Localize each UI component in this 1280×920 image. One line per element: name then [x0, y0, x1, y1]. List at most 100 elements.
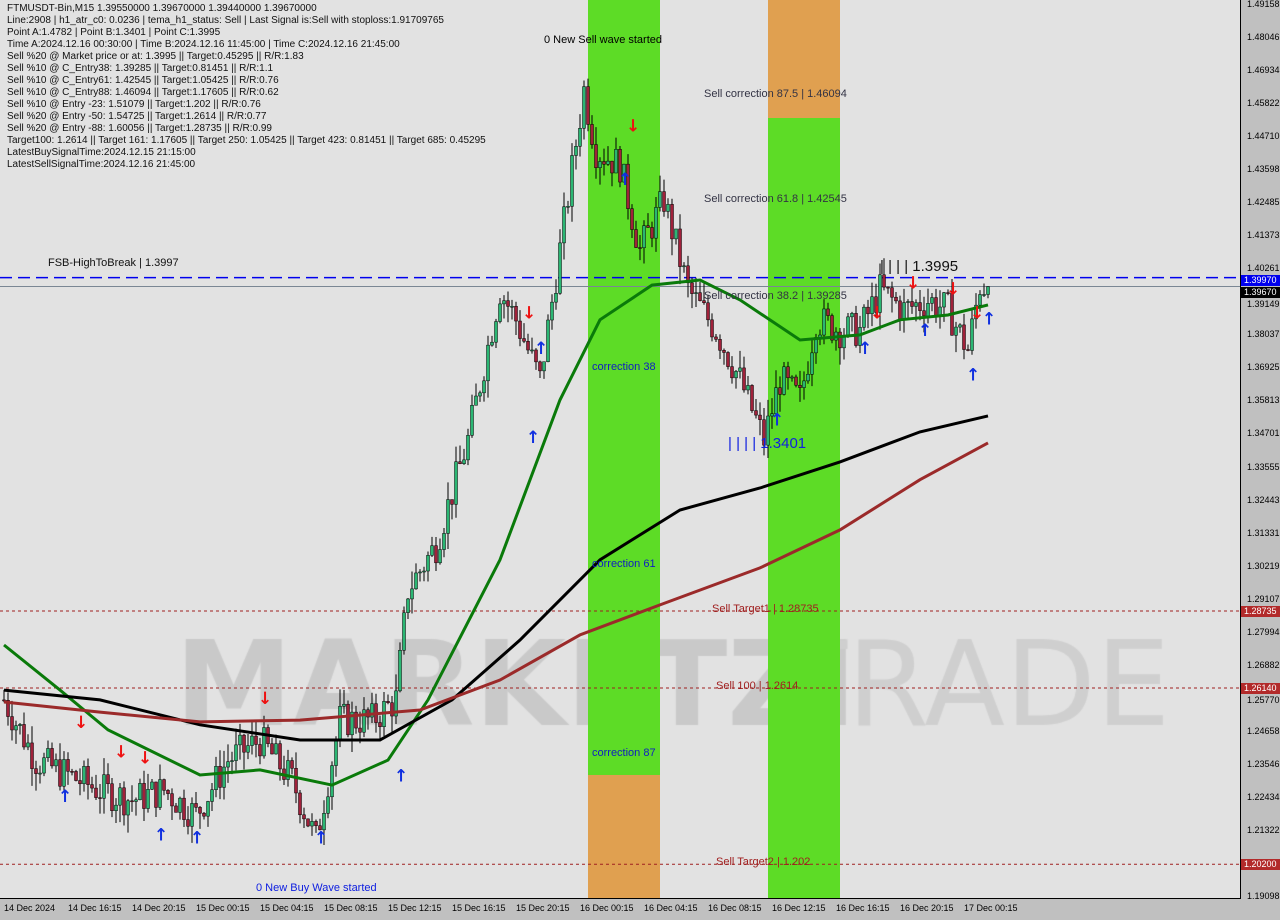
candle-body: [470, 404, 474, 436]
candle-body: [878, 274, 882, 313]
candle-body: [658, 191, 662, 208]
candle-body: [746, 385, 750, 391]
candle-body: [218, 766, 222, 788]
candle-body: [78, 780, 82, 785]
candle-body: [570, 155, 574, 207]
candle-body: [214, 766, 218, 790]
sell-arrow-icon: ↓: [258, 689, 272, 709]
candle-body: [802, 380, 806, 388]
time-tick-label: 16 Dec 00:15: [580, 903, 634, 913]
candle-body: [810, 352, 814, 375]
price-tick-label: 1.36925: [1247, 362, 1280, 372]
info-line: Target100: 1.2614 || Target 161: 1.17605…: [7, 135, 486, 146]
price-tick-label: 1.26882: [1247, 660, 1280, 671]
time-tick-label: 16 Dec 04:15: [644, 903, 698, 913]
time-axis[interactable]: 14 Dec 2024 14 Dec 16:15 14 Dec 20:15 15 De…: [0, 899, 1240, 920]
candle-body: [490, 341, 494, 346]
candle-body: [494, 321, 498, 343]
zone-band: [768, 0, 840, 898]
candle-body: [10, 716, 14, 731]
candle-body: [866, 306, 870, 315]
info-line: Sell %10 @ C_Entry61: 1.42545 || Target:…: [7, 75, 279, 86]
buy-arrow-icon: ↑: [526, 428, 540, 448]
candle-body: [650, 227, 654, 239]
candle-body: [342, 703, 346, 707]
candle-body: [326, 796, 330, 814]
candle-body: [14, 725, 18, 731]
buy-arrow-icon: ↑: [618, 170, 632, 190]
candle-body: [278, 743, 282, 770]
candle-body: [246, 745, 250, 753]
candle-body: [98, 797, 102, 799]
candle-body: [510, 305, 514, 308]
candle-body: [442, 533, 446, 550]
candle-body: [550, 301, 554, 321]
price-tick-label: 1.44710: [1247, 130, 1280, 141]
candle-body: [370, 703, 374, 718]
chart-annotation: Sell 100 | 1.2614: [716, 680, 799, 693]
candle-body: [934, 297, 938, 316]
price-tick-label: 1.19098: [1247, 891, 1280, 901]
candle-body: [146, 789, 150, 809]
candle-body: [290, 760, 294, 769]
candle-body: [194, 803, 198, 808]
candle-body: [422, 570, 426, 573]
chart-plot-area[interactable]: ↑ ↑ ↑ ↑ ↑ ↑ ↑ ↑ ↑ ↑ ↑ ↑ ↑ ↓ ↓ ↓ ↓ ↓ ↓ ↓ ↓ ↓ ↓ FTMUSDT-Bin,M15 …: [0, 0, 1241, 899]
sell-arrow-icon: ↓: [906, 274, 920, 294]
candle-body: [590, 124, 594, 145]
candle-body: [406, 598, 410, 613]
candle-body: [558, 242, 562, 294]
candle-body: [970, 318, 974, 351]
candle-body: [298, 792, 302, 816]
price-tick-label: 1.33555: [1247, 462, 1280, 472]
candle-body: [262, 727, 266, 757]
candle-body: [430, 545, 434, 556]
buy-arrow-icon: ↑: [770, 410, 784, 430]
time-tick-label: 16 Dec 08:15: [708, 903, 762, 913]
candle-body: [414, 572, 418, 590]
candle-body: [26, 742, 30, 748]
time-tick-label: 15 Dec 20:15: [516, 903, 570, 913]
candle-body: [542, 361, 546, 372]
candle-body: [898, 300, 902, 320]
buy-arrow-icon: ↑: [314, 829, 328, 849]
candle-body: [678, 228, 682, 267]
candle-body: [826, 308, 830, 316]
candle-body: [742, 367, 746, 391]
price-tick-label: 1.48046: [1247, 31, 1280, 42]
candle-body: [138, 783, 142, 801]
candle-body: [446, 499, 450, 534]
candle-body: [754, 410, 758, 416]
candle-body: [102, 774, 106, 799]
candle-body: [174, 805, 178, 813]
candle-body: [958, 324, 962, 328]
candle-body: [634, 229, 638, 248]
price-tick-label: 1.43598: [1247, 163, 1280, 174]
candle-body: [538, 361, 542, 372]
price-tick-label: 1.34701: [1247, 427, 1280, 438]
candle-body: [630, 208, 634, 230]
candle-body: [942, 292, 946, 308]
candle-body: [346, 703, 350, 736]
info-line: LatestSellSignalTime:2024.12.16 21:45:00: [7, 159, 196, 170]
candle-body: [806, 374, 810, 382]
candle-body: [662, 191, 666, 212]
info-line: Sell %20 @ Entry -50: 1.54725 || Target:…: [7, 111, 267, 122]
buy-arrow-icon: ↑: [154, 826, 168, 846]
candle-body: [714, 336, 718, 340]
candle-body: [610, 160, 614, 174]
price-axis[interactable]: 1.49158 1.48046 1.46934 1.45822 1.44710 1.435…: [1241, 0, 1280, 901]
price-chart: ↑↑ ↑ ↑↑↑↑↑↑↑↑↑↑↓↓ ↓↓↓↓↓↓ ↓↓: [0, 0, 1240, 898]
candle-body: [546, 319, 550, 362]
chart-annotation: | | | | 1.3401: [728, 434, 807, 452]
candle-body: [58, 759, 62, 787]
buy-arrow-icon: ↑: [858, 339, 872, 359]
candle-body: [578, 128, 582, 147]
candle-body: [254, 735, 258, 745]
price-tick-label: 1.22434: [1247, 792, 1280, 802]
moving-average-line: [3, 441, 989, 724]
candle-body: [350, 711, 354, 736]
candle-body: [654, 207, 658, 239]
candle-body: [874, 296, 878, 313]
time-tick-label: 14 Dec 20:15: [132, 903, 186, 913]
